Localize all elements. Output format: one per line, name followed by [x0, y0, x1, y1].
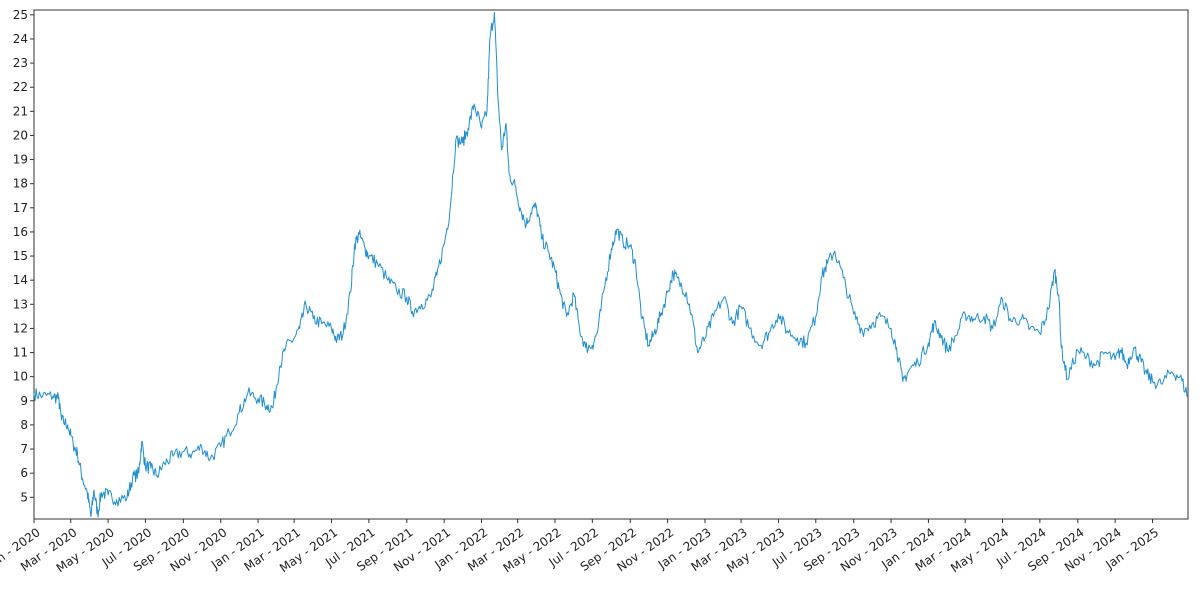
- y-tick-label: 18: [13, 177, 28, 191]
- y-tick-label: 11: [13, 346, 28, 360]
- y-tick-label: 19: [13, 153, 28, 167]
- y-tick-label: 6: [20, 466, 28, 480]
- y-tick-label: 22: [13, 80, 28, 94]
- y-tick-label: 14: [13, 273, 28, 287]
- y-tick-label: 8: [20, 418, 28, 432]
- y-tick-label: 7: [20, 442, 28, 456]
- y-tick-label: 24: [13, 32, 28, 46]
- y-tick-label: 5: [20, 490, 28, 504]
- plot-area-border: [33, 9, 1189, 520]
- series-group: [33, 11, 1189, 518]
- y-tick-label: 25: [13, 8, 28, 22]
- y-axis: 5 6 7 8 9 10 11 12 13 14 15 16 17 18 19 20 21 22 23 24 25: [13, 8, 34, 504]
- y-tick-label: 21: [13, 104, 28, 118]
- y-tick-label: 16: [13, 225, 28, 239]
- y-tick-label: 23: [13, 56, 28, 70]
- series-line: [33, 11, 1189, 518]
- y-tick-label: 12: [13, 321, 28, 335]
- plot-frame: [33, 9, 1189, 520]
- y-tick-label: 13: [13, 297, 28, 311]
- y-tick-label: 9: [20, 394, 28, 408]
- y-tick-label: 10: [13, 370, 28, 384]
- y-tick-label: 20: [13, 128, 28, 142]
- y-tick-label: 17: [13, 201, 28, 215]
- y-tick-label: 15: [13, 249, 28, 263]
